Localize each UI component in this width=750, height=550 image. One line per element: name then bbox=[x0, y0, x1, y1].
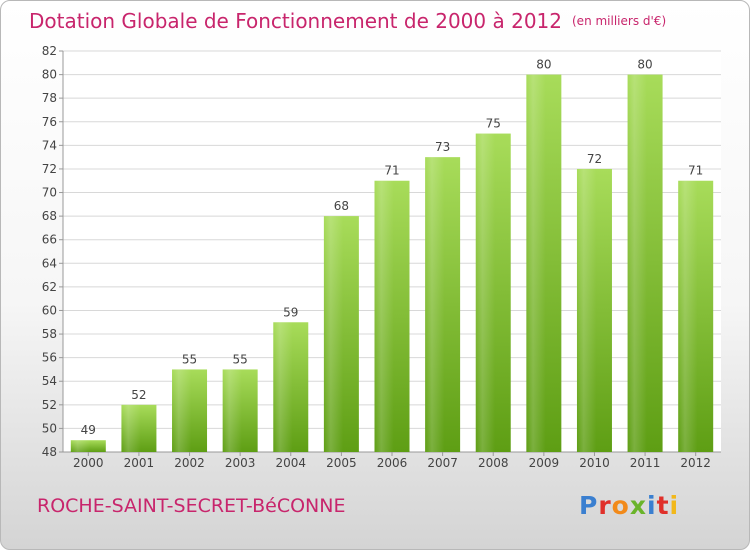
y-tick-label: 56 bbox=[42, 351, 57, 365]
bar-highlight bbox=[70, 440, 91, 452]
bar-value-label: 73 bbox=[435, 140, 450, 154]
bar-highlight bbox=[627, 74, 647, 453]
x-tick-label: 2003 bbox=[225, 456, 256, 470]
x-tick-label: 2010 bbox=[579, 456, 610, 470]
x-tick-label: 2002 bbox=[174, 456, 205, 470]
bar-highlight bbox=[425, 157, 445, 452]
bar-value-label: 52 bbox=[131, 388, 146, 402]
bar-value-label: 80 bbox=[536, 58, 551, 72]
bar-value-label: 68 bbox=[334, 199, 349, 213]
bar-highlight bbox=[475, 133, 495, 452]
y-tick-label: 78 bbox=[42, 91, 57, 105]
x-tick-label: 2001 bbox=[124, 456, 155, 470]
y-tick-label: 82 bbox=[42, 44, 57, 58]
bar-value-label: 55 bbox=[182, 352, 197, 366]
title-text: Dotation Globale de Fonctionnement de 20… bbox=[29, 9, 562, 33]
x-tick-label: 2004 bbox=[275, 456, 306, 470]
bar-value-label: 55 bbox=[233, 352, 248, 366]
y-tick-label: 48 bbox=[42, 445, 57, 459]
bar-value-label: 71 bbox=[688, 164, 703, 178]
bar-highlight bbox=[576, 168, 597, 453]
x-tick-label: 2006 bbox=[377, 456, 408, 470]
y-tick-label: 76 bbox=[42, 115, 57, 129]
x-tick-label: 2007 bbox=[427, 456, 458, 470]
y-tick-label: 60 bbox=[42, 303, 57, 317]
logo-letter: P bbox=[579, 491, 599, 520]
x-tick-label: 2012 bbox=[680, 456, 711, 470]
y-tick-label: 64 bbox=[42, 256, 57, 270]
y-tick-label: 66 bbox=[42, 233, 57, 247]
logo-letter: r bbox=[598, 491, 612, 520]
bar-highlight bbox=[374, 180, 394, 452]
bar-highlight bbox=[172, 369, 192, 452]
bar-value-label: 75 bbox=[486, 117, 501, 131]
bar-highlight bbox=[273, 322, 293, 452]
bar-value-label: 59 bbox=[283, 305, 298, 319]
proxiti-logo: Proxiti bbox=[579, 491, 679, 520]
x-tick-label: 2005 bbox=[326, 456, 357, 470]
unit-label: (en milliers d'€) bbox=[572, 14, 667, 28]
y-tick-label: 58 bbox=[42, 327, 57, 341]
chart-title: Dotation Globale de Fonctionnement de 20… bbox=[29, 9, 666, 33]
y-tick-label: 68 bbox=[42, 209, 57, 223]
bar-highlight bbox=[121, 404, 141, 452]
x-tick-label: 2000 bbox=[73, 456, 104, 470]
y-tick-label: 74 bbox=[42, 138, 57, 152]
bar-value-label: 71 bbox=[384, 164, 399, 178]
y-tick-label: 52 bbox=[42, 398, 57, 412]
bar-value-label: 80 bbox=[637, 58, 652, 72]
y-tick-label: 62 bbox=[42, 280, 57, 294]
y-tick-label: 72 bbox=[42, 162, 57, 176]
y-tick-label: 80 bbox=[42, 68, 57, 82]
logo-letter: i bbox=[647, 491, 657, 520]
x-tick-label: 2009 bbox=[529, 456, 560, 470]
bar-highlight bbox=[526, 74, 546, 453]
x-tick-label: 2011 bbox=[630, 456, 661, 470]
logo-letter: x bbox=[629, 491, 647, 520]
y-tick-label: 54 bbox=[42, 374, 57, 388]
bar-value-label: 49 bbox=[81, 423, 96, 437]
y-tick-label: 50 bbox=[42, 421, 57, 435]
logo-letter: t bbox=[656, 491, 670, 520]
commune-name: ROCHE-SAINT-SECRET-BéCONNE bbox=[37, 495, 346, 517]
logo-letter: i bbox=[669, 491, 680, 520]
x-tick-label: 2008 bbox=[478, 456, 509, 470]
bar-highlight bbox=[222, 369, 242, 452]
bar-highlight bbox=[323, 216, 344, 452]
bar-value-label: 72 bbox=[587, 152, 602, 166]
logo-letter: o bbox=[611, 491, 630, 520]
y-tick-label: 70 bbox=[42, 186, 57, 200]
bar-highlight bbox=[678, 180, 698, 452]
